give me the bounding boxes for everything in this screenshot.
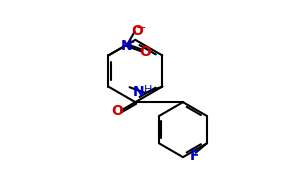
Text: F: F	[189, 149, 199, 163]
Text: N: N	[133, 86, 144, 100]
Text: +: +	[125, 38, 135, 48]
Text: O: O	[112, 104, 123, 118]
Text: −: −	[136, 22, 146, 35]
Text: O: O	[131, 24, 143, 38]
Text: H: H	[144, 85, 152, 94]
Text: N: N	[121, 39, 132, 53]
Text: O: O	[139, 45, 151, 60]
